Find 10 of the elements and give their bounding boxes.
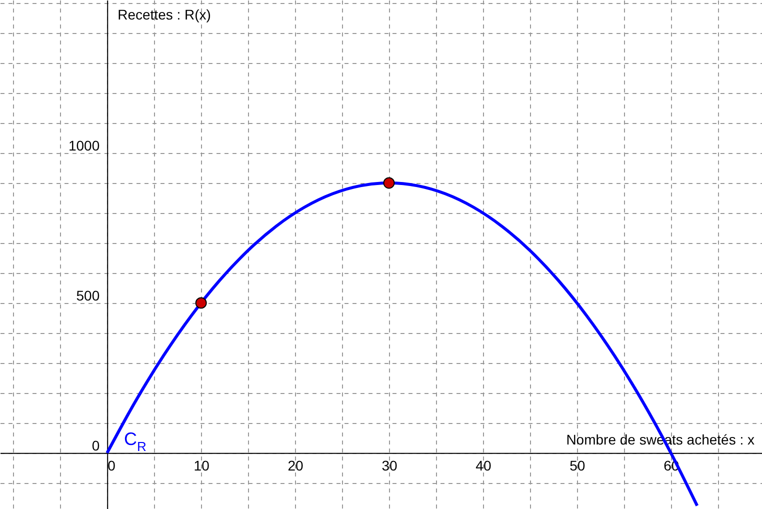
x-tick-label: 40 <box>476 457 492 474</box>
y-axis-title: Recettes : R(x) <box>118 6 211 22</box>
y-tick-label: 0 <box>92 437 100 454</box>
x-tick-label: 30 <box>382 457 398 474</box>
x-tick-label: 0 <box>108 457 116 474</box>
x-tick-label: 20 <box>288 457 304 474</box>
x-tick-label: 10 <box>194 457 210 474</box>
x-tick-label: 50 <box>570 457 586 474</box>
y-tick-label: 1000 <box>68 137 100 154</box>
y-tick-label: 500 <box>76 287 100 304</box>
